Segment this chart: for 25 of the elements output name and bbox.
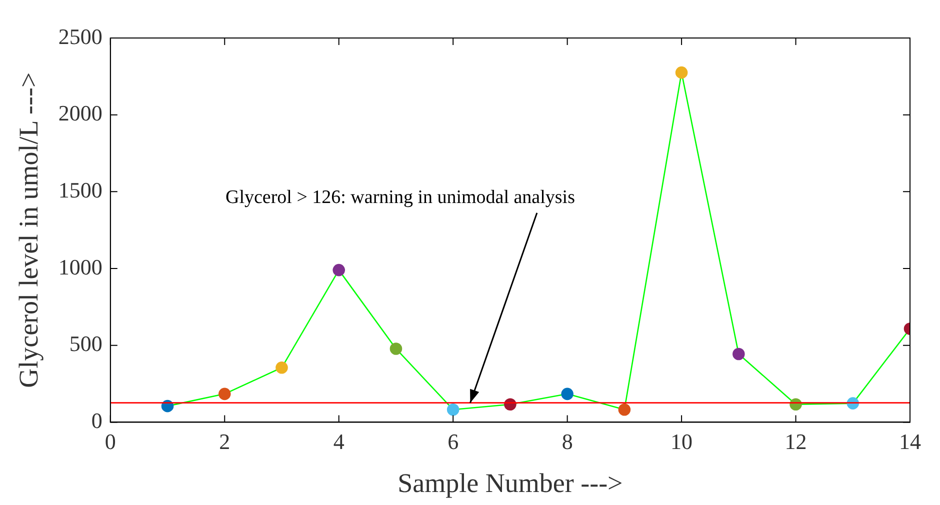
point <box>618 403 631 416</box>
point <box>732 348 745 360</box>
point <box>390 342 402 355</box>
point <box>675 66 688 79</box>
point <box>561 388 574 400</box>
point <box>276 361 288 374</box>
x-tick-label: 8 <box>562 429 573 454</box>
y-tick-label: 500 <box>69 331 102 356</box>
x-tick-label: 10 <box>670 429 693 454</box>
y-tick-label: 0 <box>91 408 102 433</box>
x-tick-label: 2 <box>219 429 230 454</box>
annotation: Glycerol > 126: warning in unimodal analysis <box>225 186 575 208</box>
x-tick-label: 6 <box>448 429 459 454</box>
x-tick-label: 12 <box>784 429 807 454</box>
x-tick-label: 14 <box>899 429 921 454</box>
y-tick-label: 2000 <box>58 100 102 126</box>
y-axis-title: Glycerol level in umol/L ---> <box>13 72 44 388</box>
point <box>332 264 346 276</box>
point <box>446 403 460 416</box>
y-tick-label: 2500 <box>58 24 102 49</box>
y-tick-label: 1000 <box>58 254 102 280</box>
x-tick-label: 4 <box>333 429 344 454</box>
point <box>218 388 231 400</box>
x-axis-title: Sample Number ---> <box>398 468 623 498</box>
y-tick-label: 1500 <box>58 177 102 202</box>
